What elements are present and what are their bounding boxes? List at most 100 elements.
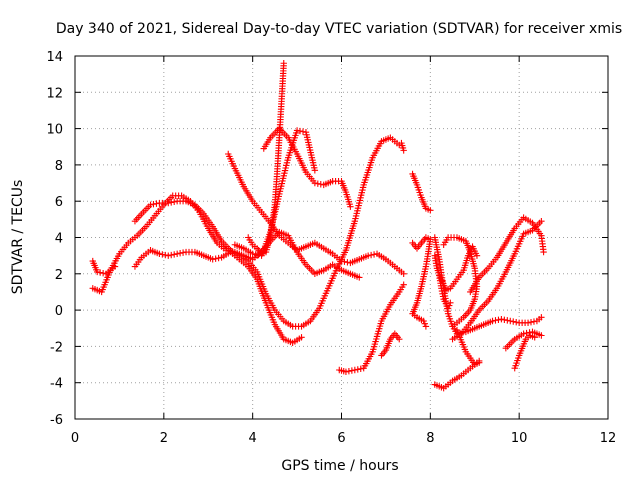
data-point [444, 305, 452, 312]
y-tick-label: 8 [55, 159, 63, 174]
data-point [492, 317, 499, 324]
data-point [311, 167, 319, 174]
series-14 [431, 234, 545, 337]
series-3 [131, 247, 305, 346]
y-tick-label: 12 [46, 86, 63, 101]
data-point [99, 269, 107, 277]
data-point [422, 323, 430, 330]
chart-title: Day 340 of 2021, Sidereal Day-to-day VTE… [56, 21, 622, 37]
data-point [420, 317, 427, 325]
data-point [296, 127, 304, 135]
data-point [348, 367, 356, 374]
data-point [538, 314, 545, 321]
data-point [396, 335, 403, 343]
data-point [342, 368, 350, 376]
data-point [293, 127, 301, 134]
x-tick-label: 6 [337, 431, 345, 446]
data-point [531, 334, 538, 341]
data-point [449, 323, 456, 330]
data-point [212, 255, 219, 262]
data-point [439, 290, 446, 297]
series-6 [245, 60, 287, 258]
series-7 [260, 125, 354, 210]
data-point [347, 203, 354, 210]
data-point [421, 320, 428, 327]
data-point [345, 368, 353, 375]
x-tick-label: 2 [160, 431, 168, 446]
data-point [165, 199, 172, 207]
data-point [209, 256, 216, 263]
data-point [94, 268, 101, 276]
y-tick-label: -6 [50, 413, 63, 428]
data-point [314, 180, 322, 187]
data-point [255, 251, 262, 259]
y-tick-label: 4 [55, 232, 63, 247]
data-point [446, 302, 453, 309]
data-point [356, 274, 363, 281]
series-22 [502, 328, 545, 352]
data-point [176, 250, 184, 257]
series-5 [225, 150, 407, 277]
data-point [524, 319, 532, 327]
data-point [179, 249, 187, 256]
data-point [438, 285, 445, 292]
data-points [89, 60, 547, 392]
y-tick-label: 14 [46, 50, 63, 65]
data-point [489, 317, 496, 325]
data-point [501, 316, 508, 323]
series-10 [378, 330, 403, 359]
series-11 [398, 139, 407, 154]
data-point [538, 332, 545, 339]
axis-ticks: 0 2 4 6 8 10 12 -6 -4 -2 0 2 4 6 8 10 12 14 [46, 50, 616, 446]
data-point [338, 257, 345, 265]
x-tick-label: 10 [511, 431, 528, 446]
series-15 [431, 243, 481, 294]
data-point [341, 258, 348, 265]
data-point [153, 200, 160, 207]
data-point [299, 128, 307, 135]
data-point [357, 365, 364, 372]
data-point [173, 250, 181, 258]
y-tick-label: 6 [55, 195, 63, 210]
data-point [165, 252, 172, 259]
series-20 [449, 217, 545, 343]
data-point [530, 318, 538, 325]
x-tick-label: 0 [71, 431, 79, 446]
data-point [510, 318, 517, 325]
y-tick-label: -2 [50, 340, 63, 355]
data-point [159, 251, 166, 258]
data-point [439, 293, 447, 300]
data-point [147, 201, 154, 209]
x-tick-label: 4 [249, 431, 257, 446]
y-tick-label: 0 [55, 304, 63, 319]
data-point [168, 251, 175, 259]
data-point [111, 263, 119, 270]
data-point [504, 317, 511, 324]
data-point [150, 201, 157, 208]
data-point [507, 317, 514, 325]
y-axis-title: SDTVAR / TECUs [10, 180, 26, 295]
data-point [156, 250, 163, 258]
data-point [473, 252, 481, 259]
y-tick-label: -4 [50, 377, 63, 392]
grid [75, 56, 608, 419]
series-21 [467, 214, 547, 296]
data-point [438, 287, 446, 295]
y-tick-label: 10 [46, 123, 63, 138]
data-point [354, 366, 361, 373]
data-point [527, 319, 535, 326]
data-point [311, 179, 319, 187]
series-12 [409, 170, 434, 214]
series-16 [440, 234, 481, 330]
data-point [96, 269, 104, 276]
data-point [513, 319, 520, 326]
data-point [475, 359, 483, 366]
x-axis-title: GPS time / hours [281, 458, 398, 474]
data-point [364, 252, 372, 259]
data-point [400, 270, 407, 277]
data-point [540, 248, 547, 256]
data-point [170, 251, 178, 258]
y-tick-label: 2 [55, 268, 63, 283]
series-8 [231, 127, 319, 259]
